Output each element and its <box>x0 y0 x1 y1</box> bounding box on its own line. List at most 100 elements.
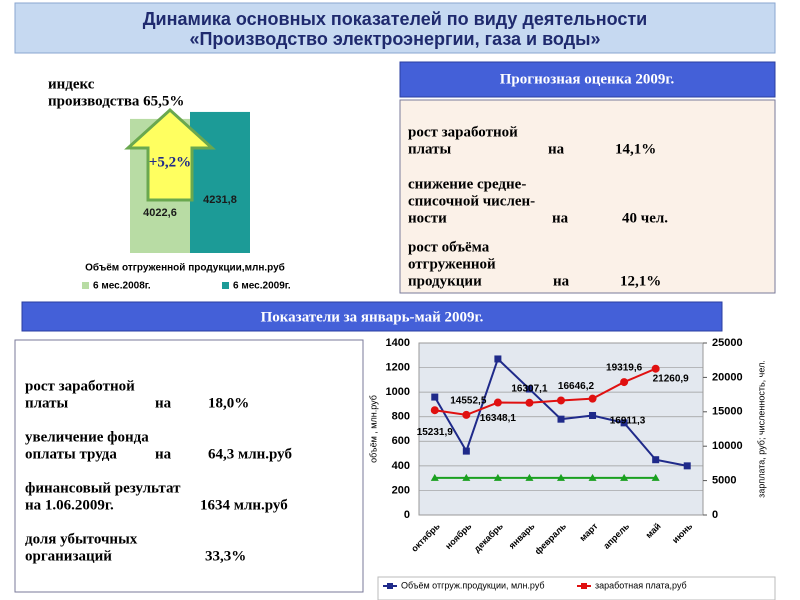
marker <box>525 473 534 481</box>
y2-tick-label: 10000 <box>712 440 743 452</box>
item-line: рост заработной <box>25 378 135 394</box>
item-value: 64,3 млн.руб <box>208 446 292 462</box>
results-header <box>21 301 723 332</box>
value-label: 16646,2 <box>558 381 595 392</box>
value-label: 21260,9 <box>653 373 690 384</box>
y2-axis-label: зарплата, руб; численность, чел. <box>756 360 766 498</box>
y2-tick-label: 0 <box>712 509 718 521</box>
marker <box>462 447 470 455</box>
marker <box>557 473 565 481</box>
arrow-label: +5,2% <box>149 154 191 170</box>
item-line: платы <box>408 141 452 157</box>
marker <box>620 419 628 427</box>
marker <box>557 415 565 423</box>
item-line: снижение средне- <box>408 176 526 192</box>
value-label: 19319,6 <box>606 363 643 374</box>
item-line: увеличение фонда <box>25 429 149 445</box>
y-tick-label: 200 <box>392 484 410 496</box>
marker <box>651 473 660 481</box>
marker <box>683 462 691 470</box>
annotation: индекс <box>48 76 95 92</box>
legend-label: Объём отгруж.продукции, млн.руб <box>401 580 545 590</box>
item-line: финансовый результат <box>25 480 181 496</box>
legend-swatch <box>82 282 89 289</box>
y-tick-label: 0 <box>404 509 410 521</box>
marker <box>620 378 629 387</box>
item-value: 40 чел. <box>622 210 668 226</box>
item-line: организаций <box>25 548 112 564</box>
item-prep: на <box>155 446 172 462</box>
legend-label: 6 мес.2008г. <box>93 281 151 292</box>
y2-tick-label: 25000 <box>712 337 743 349</box>
marker <box>494 355 502 363</box>
legend-label: заработная плата,руб <box>595 580 687 590</box>
value-label: 16307,1 <box>511 383 548 394</box>
item-line: продукции <box>408 273 482 289</box>
results-body <box>14 339 364 593</box>
marker <box>588 394 597 403</box>
marker <box>525 385 533 393</box>
y-tick-label: 1200 <box>386 361 410 373</box>
item-line: отгруженной <box>408 256 496 272</box>
item-line: рост объёма <box>408 239 490 255</box>
y-tick-label: 600 <box>392 435 410 447</box>
y2-tick-label: 5000 <box>712 475 736 487</box>
item-line: рост заработной <box>408 124 518 140</box>
item-value: 12,1% <box>620 273 661 289</box>
marker <box>462 410 471 419</box>
y-tick-label: 400 <box>392 460 410 472</box>
title: Динамика основных показателей по виду де… <box>143 9 648 29</box>
item-prep: на <box>548 141 565 157</box>
marker <box>589 411 597 419</box>
item-line: списочной числен- <box>408 193 535 209</box>
bar <box>190 111 250 253</box>
marker <box>493 398 502 407</box>
chart-title: Объём отгруженной продукции,млн.руб <box>85 262 285 274</box>
marker <box>588 473 597 481</box>
item-value: 33,3% <box>205 548 246 564</box>
item-value: 14,1% <box>615 141 656 157</box>
series-line <box>434 367 657 416</box>
legend-swatch <box>222 282 229 289</box>
marker <box>462 473 471 481</box>
forecast-header <box>399 61 776 98</box>
y2-tick-label: 20000 <box>712 371 743 383</box>
value-label: 14552,5 <box>450 396 487 407</box>
marker <box>620 473 629 481</box>
y-tick-label: 1000 <box>386 386 410 398</box>
item-line: оплаты труда <box>25 446 117 462</box>
item-line: платы <box>25 395 69 411</box>
results-title: Показатели за январь-май 2009г. <box>261 309 484 325</box>
forecast-body <box>399 99 776 294</box>
item-line: доля убыточных <box>25 531 138 547</box>
marker <box>525 398 534 407</box>
title-box <box>14 2 776 54</box>
value-label: 4022,6 <box>143 207 177 219</box>
forecast-title: Прогнозная оценка 2009г. <box>500 71 675 87</box>
value-label: 16348,1 <box>480 413 517 424</box>
y2-tick-label: 15000 <box>712 406 743 418</box>
value-label: 15231,9 <box>417 427 454 438</box>
annotation: производства 65,5% <box>48 93 184 109</box>
title: «Производство электроэнергии, газа и вод… <box>189 29 600 49</box>
arrow <box>124 107 216 202</box>
item-value: 1634 млн.руб <box>200 497 288 513</box>
item-prep: на <box>155 395 172 411</box>
item-line: на 1.06.2009г. <box>25 497 114 513</box>
legend-marker <box>581 583 587 589</box>
marker <box>430 473 439 481</box>
y-axis-label: объём , млн.руб <box>368 395 378 463</box>
legend-marker <box>387 583 393 589</box>
legend-label: 6 мес.2009г. <box>233 281 291 292</box>
item-prep: на <box>552 210 569 226</box>
marker <box>557 396 565 405</box>
y-tick-label: 1400 <box>386 337 410 349</box>
value-label: 16911,3 <box>610 415 646 426</box>
marker <box>430 406 439 415</box>
marker <box>651 364 660 373</box>
value-label: 4231,8 <box>203 194 237 206</box>
item-value: 18,0% <box>208 395 249 411</box>
marker <box>493 473 502 481</box>
plot-area <box>418 342 704 516</box>
